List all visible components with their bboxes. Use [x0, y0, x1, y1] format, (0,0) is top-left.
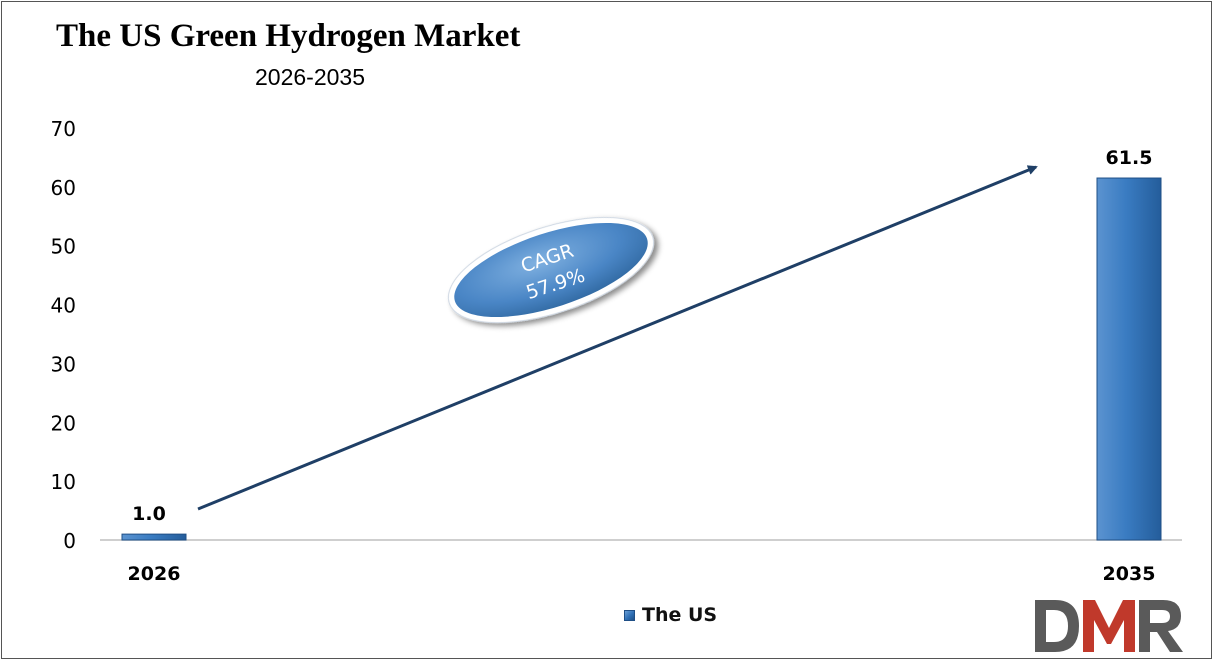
y-tick-label: 20: [51, 411, 76, 435]
y-axis: 0 10 20 30 40 50 60 70: [51, 117, 76, 553]
legend: The US: [624, 604, 717, 626]
cagr-annotation: CAGR 57.9%: [447, 216, 655, 324]
growth-arrow: [197, 165, 1038, 511]
cagr-ellipse: [454, 222, 648, 318]
bar-2035: [1096, 177, 1162, 541]
legend-swatch: [624, 609, 635, 621]
x-axis: 2026 2035: [128, 563, 1156, 585]
y-tick-label: 0: [63, 529, 76, 553]
chart-subtitle: 2026-2035: [255, 64, 365, 90]
y-tick-label: 60: [51, 176, 76, 200]
y-tick-label: 30: [51, 352, 76, 376]
y-tick-label: 50: [51, 235, 76, 259]
y-tick-label: 70: [51, 117, 76, 141]
legend-label: The US: [642, 604, 718, 626]
y-tick-label: 10: [51, 470, 76, 494]
data-label-2035: 61.5: [1106, 147, 1153, 169]
dmr-logo: [1035, 600, 1183, 652]
x-tick-label: 2026: [128, 563, 181, 585]
chart-title: The US Green Hydrogen Market: [56, 18, 521, 54]
bars: 1.0 61.5: [121, 147, 1162, 541]
bar-2026: [121, 533, 187, 541]
data-label-2026: 1.0: [132, 503, 166, 525]
x-tick-label: 2035: [1103, 563, 1156, 585]
y-tick-label: 40: [51, 294, 76, 318]
